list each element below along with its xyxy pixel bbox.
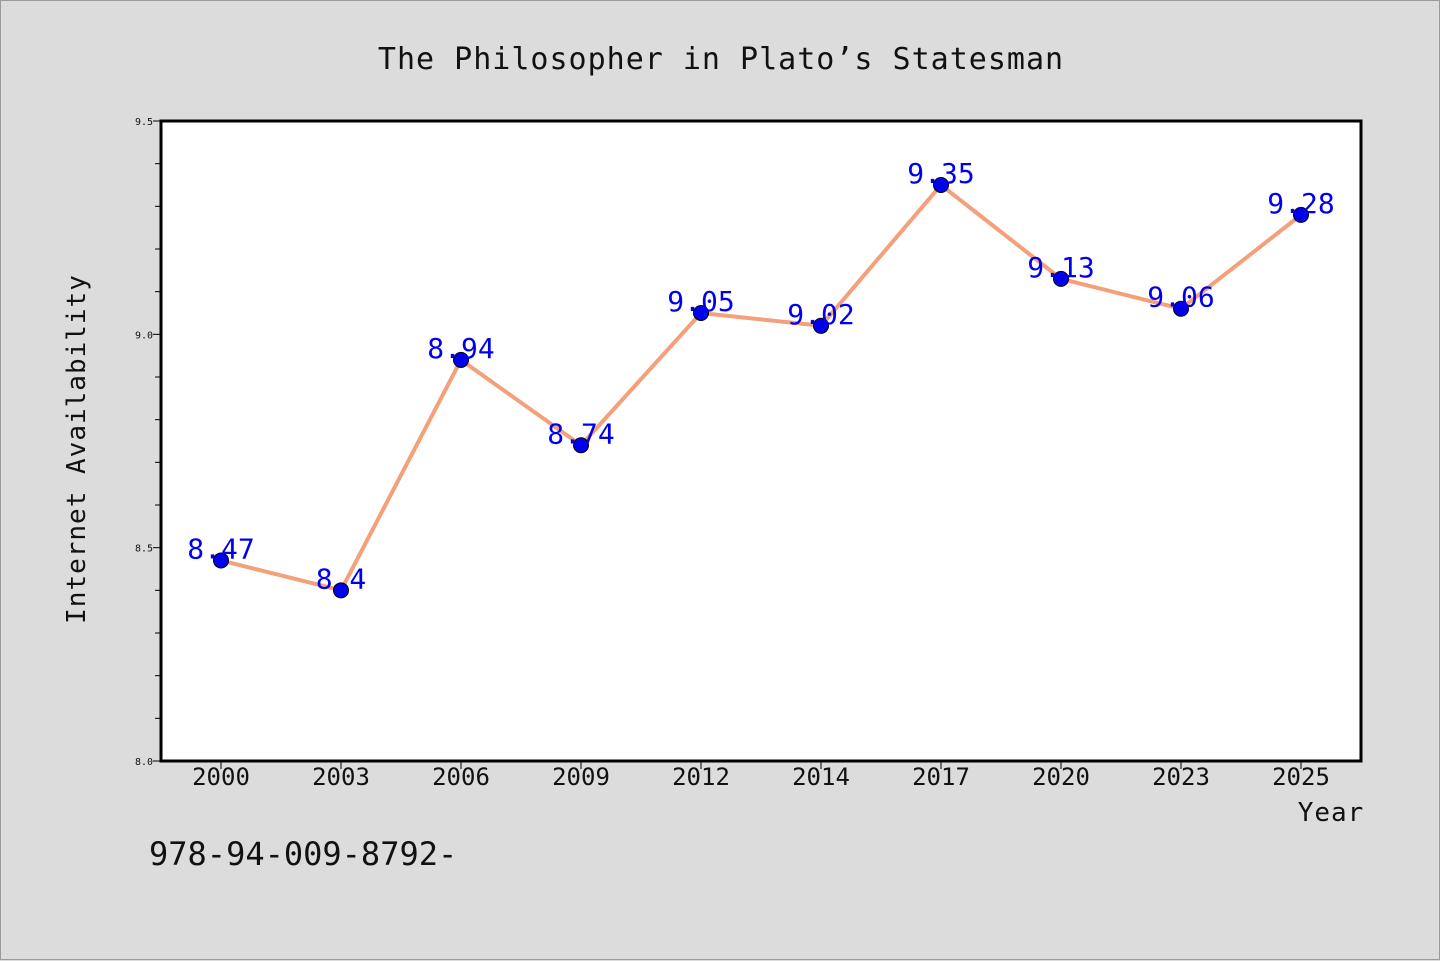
series-line-group: 8.47 8.4 8.94 8.74 9.05 9.02 9.35 9.13 9.06 9.28 <box>187 157 1335 599</box>
data-point-marker <box>1173 300 1189 317</box>
y-tick-label: 8.0 <box>135 757 153 768</box>
x-tick-label: 2014 <box>792 763 850 791</box>
x-tick-label: 2020 <box>1032 763 1090 791</box>
x-tick-label: 2017 <box>912 763 970 791</box>
data-point-marker <box>213 552 229 569</box>
x-tick-label: 2023 <box>1152 763 1210 791</box>
data-label: 8.4 <box>316 562 367 595</box>
x-tick-label: 2006 <box>432 763 490 791</box>
footer-code: 978-94-009-8792- <box>149 835 457 873</box>
data-point-marker <box>333 582 349 599</box>
x-tick-label: 2003 <box>312 763 370 791</box>
data-label: 9.35 <box>907 157 974 190</box>
series-line <box>219 183 1303 593</box>
data-label: 9.13 <box>1027 251 1094 284</box>
data-label: 9.06 <box>1147 281 1214 314</box>
x-axis-label: Year <box>1298 798 1365 828</box>
y-axis-label: Internet Availability <box>62 274 92 624</box>
x-axis-ticks: 2000 2003 2006 2009 2012 2014 2017 2020 2023 2025 <box>192 761 1330 791</box>
data-point-marker <box>1293 206 1309 223</box>
data-label: 9.28 <box>1267 187 1334 220</box>
y-axis-ticks: 8.0 8.5 9.0 9.5 <box>135 117 161 768</box>
data-label: 9.02 <box>787 298 854 331</box>
y-tick-label: 9.5 <box>135 117 153 128</box>
data-point-marker <box>813 317 829 334</box>
x-tick-label: 2009 <box>552 763 610 791</box>
data-point-marker <box>453 351 469 368</box>
x-tick-label: 2025 <box>1272 763 1330 791</box>
data-point-marker <box>573 437 589 454</box>
data-label: 8.47 <box>187 532 254 565</box>
data-label: 8.74 <box>547 417 614 450</box>
data-label: 8.94 <box>427 332 494 365</box>
plot-area <box>159 119 1363 763</box>
chart-title: The Philosopher in Plato’s Statesman <box>378 42 1064 77</box>
x-tick-label: 2000 <box>192 763 250 791</box>
x-tick-label: 2012 <box>672 763 730 791</box>
data-point-marker <box>693 305 709 321</box>
y-tick-label: 9.0 <box>135 330 153 341</box>
data-label: 9.05 <box>667 285 734 318</box>
data-point-marker <box>1053 270 1069 287</box>
y-tick-label: 8.5 <box>135 544 153 555</box>
data-point-marker <box>933 177 949 193</box>
